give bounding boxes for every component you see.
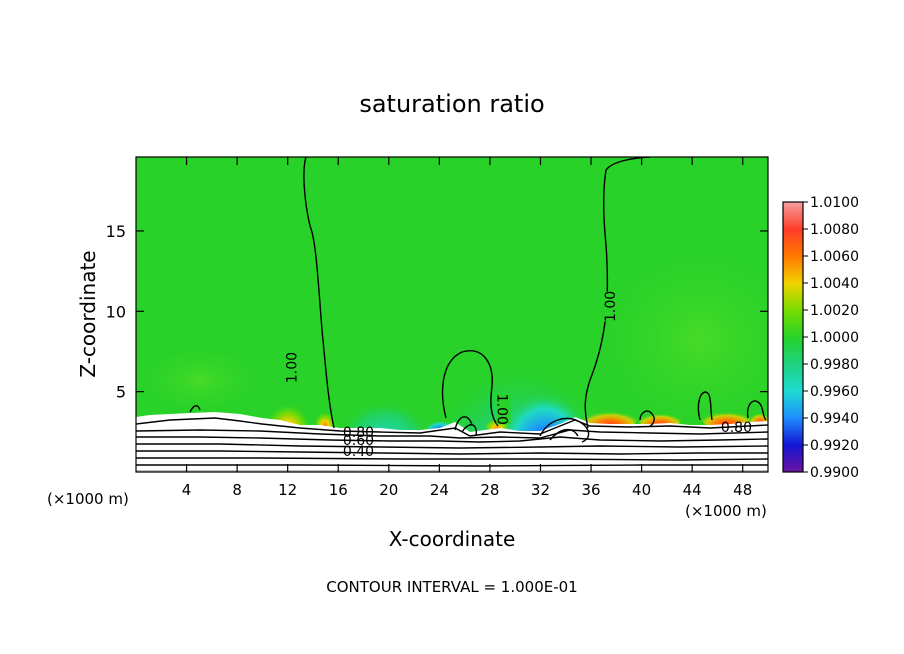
teal-region-left [340,375,430,445]
x-tick-label: 8 [232,481,242,499]
contour-1.00-left [303,157,335,429]
contour-1.00-loop [441,350,499,427]
x-tick-label: 12 [278,481,297,499]
x-tick-label: 32 [531,481,550,499]
chart-title: saturation ratio [359,90,544,118]
plot-frame [135,156,769,473]
colorbar-segment [783,337,803,365]
contour-lines [136,157,768,467]
contour-label-group: 1.00 [602,291,619,322]
colorbar-segment [783,229,803,257]
surface-grey-band [136,470,768,472]
x-tick-label: 16 [329,481,348,499]
x-unit-left: (×1000 m) [47,490,129,508]
contour-0.50 [136,443,768,449]
contour-label-group: 1.00 [494,394,511,425]
contour-cell-d [746,400,767,421]
contour-0.40 [136,450,768,455]
colorbar-segment [783,256,803,284]
contour-label-bg [496,394,511,425]
colorbar-segment [783,391,803,419]
x-tick-label: 28 [480,481,499,499]
x-axis-label: X-coordinate [389,527,516,551]
contour-label-group: 1.00 [283,352,300,383]
y-tick-label: 15 [106,222,126,241]
contour-label-group: 0.80 [343,425,374,441]
y-axis: 5 10 15 [106,222,768,402]
contour-0.70 [136,429,768,439]
x-unit-right: (×1000 m) [685,502,767,520]
contour-cell-b [539,417,590,443]
contour-0.30 [136,457,768,461]
colorbar-label: 0.9940 [810,411,859,427]
colorbar-segment [783,310,803,338]
x-tick-label: 40 [632,481,651,499]
contour-cell-f [189,405,201,413]
x-tick-label: 4 [182,481,192,499]
colorbar-segment [783,283,803,311]
contour-label-group: 0.80 [721,420,752,436]
colorbar-label: 1.0000 [810,330,859,346]
contour-label-bg [283,352,298,383]
contour-interval-note: CONTOUR INTERVAL = 1.000E-01 [326,578,577,596]
x-tick-label: 48 [733,481,752,499]
y-axis-label: Z-coordinate [76,250,100,377]
contour-cell-c [697,391,713,421]
x-tick-label: 20 [379,481,398,499]
warm-patch-15km [315,406,335,430]
contour-label-group: 0.40 [343,444,374,460]
colorbar-label: 1.0100 [810,195,859,211]
y-tick-label: 10 [106,302,126,321]
contour-0.20 [136,464,768,467]
colorbar-label: 1.0080 [810,222,859,238]
colorbar-label: 1.0060 [810,249,859,265]
x-tick-label: 36 [581,481,600,499]
contour-label: 0.40 [343,444,374,460]
colorbar: 1.0100 1.0080 1.0060 1.0040 1.0020 1.0000 0.99… [782,195,859,481]
contour-labels: 1.001.001.000.800.600.400.80 [283,291,752,460]
contour-label: 0.80 [721,420,752,436]
field-light-region [580,230,768,450]
colorbar-label: 0.9920 [810,438,859,454]
colorbar-label: 1.0040 [810,276,859,292]
contour-label: 1.00 [284,352,300,383]
colorbar-label: 0.9980 [810,357,859,373]
x-axis: 4 8 12 16 20 24 28 32 36 40 44 48 [182,157,752,499]
plot-area: 1.001.001.000.800.600.400.80 [136,157,768,472]
contour-label: 1.00 [603,291,619,322]
y-tick-label: 5 [116,383,126,402]
contour-label: 0.60 [343,433,374,449]
contour-0.60 [136,436,768,443]
contour-label: 1.00 [494,394,510,425]
x-tick-label: 24 [430,481,449,499]
colorbar-segment [783,445,803,473]
colorbar-label: 0.9900 [810,465,859,481]
contour-label-group: 0.60 [343,433,374,449]
contour-1.00-right [584,157,651,429]
contour-cell-a [454,416,477,437]
colorbar-label: 1.0020 [810,303,859,319]
colorbar-segment [783,202,803,230]
contour-label: 0.80 [343,425,374,441]
colorbar-segment [783,418,803,446]
contour-label-bg [602,291,616,322]
colorbar-segment [783,364,803,392]
field-light-region-left [136,340,270,420]
colorbar-label: 0.9960 [810,384,859,400]
contour-cell-e [639,410,655,427]
x-tick-label: 44 [683,481,702,499]
